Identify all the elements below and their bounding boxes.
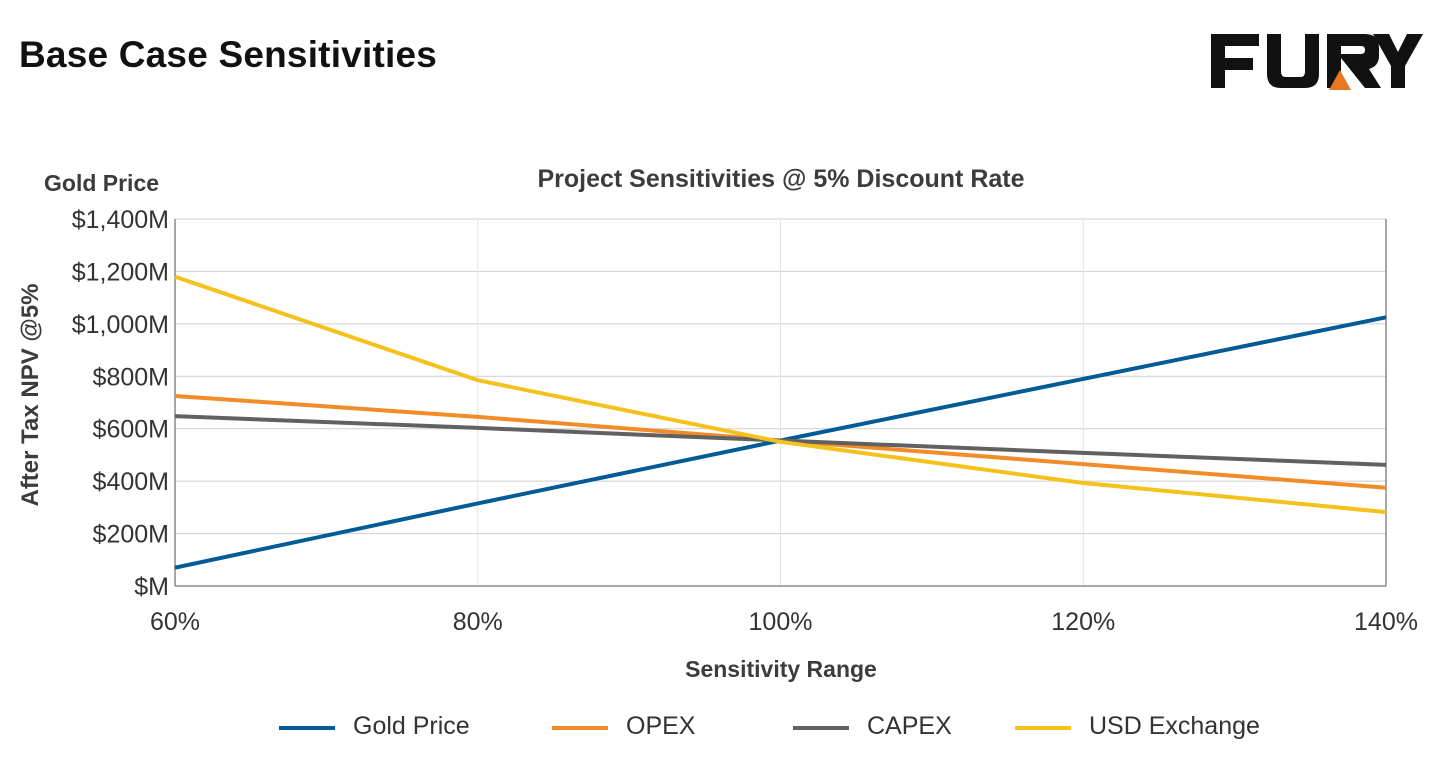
x-tick-label: 120% <box>1051 608 1115 636</box>
x-tick-label: 140% <box>1354 608 1418 636</box>
plot-frame <box>174 219 1387 587</box>
legend-swatch <box>279 726 335 730</box>
x-tick-label: 100% <box>749 608 813 636</box>
logo-letter-u <box>1267 34 1319 88</box>
x-tick-label: 60% <box>150 608 200 636</box>
y-tick-labels: $M $200M $400M $600M $800M $1,000M $1,200M $1,4… <box>72 206 169 601</box>
legend-label: Gold Price <box>353 712 470 740</box>
fury-logo <box>1211 34 1423 90</box>
page-title: Base Case Sensitivities <box>19 34 437 75</box>
y-tick-label: $M <box>134 573 169 601</box>
logo-accent-triangle <box>1329 70 1351 90</box>
y-tick-label: $400M <box>93 468 169 496</box>
chart-title: Project Sensitivities @ 5% Discount Rate <box>537 165 1024 193</box>
legend: Gold Price OPEX CAPEX USD Exchange <box>0 708 1442 748</box>
y-tick-label: $200M <box>93 521 169 549</box>
series-line-usd-exchange <box>174 274 1387 515</box>
x-axis-title: Sensitivity Range <box>685 656 877 682</box>
y-tick-label: $1,000M <box>72 311 169 339</box>
legend-swatch <box>793 726 849 730</box>
y-tick-label: $800M <box>93 363 169 391</box>
legend-swatch <box>552 726 608 730</box>
legend-swatch <box>1015 726 1071 730</box>
y-tick-label: $1,400M <box>72 206 169 234</box>
x-tick-label: 80% <box>453 608 503 636</box>
y-axis-title: After Tax NPV @5% <box>17 283 44 506</box>
x-tick-labels: 60% 80% 100% 120% 140% <box>150 608 1418 636</box>
legend-label: OPEX <box>626 712 696 740</box>
series-lines <box>174 274 1387 570</box>
logo-letter-y <box>1373 34 1423 88</box>
logo-letter-f <box>1211 34 1259 88</box>
y-tick-label: $1,200M <box>72 258 169 286</box>
legend-label: USD Exchange <box>1089 712 1260 740</box>
legend-label: CAPEX <box>867 712 952 740</box>
y-tick-label: $600M <box>93 416 169 444</box>
corner-label: Gold Price <box>44 170 160 196</box>
